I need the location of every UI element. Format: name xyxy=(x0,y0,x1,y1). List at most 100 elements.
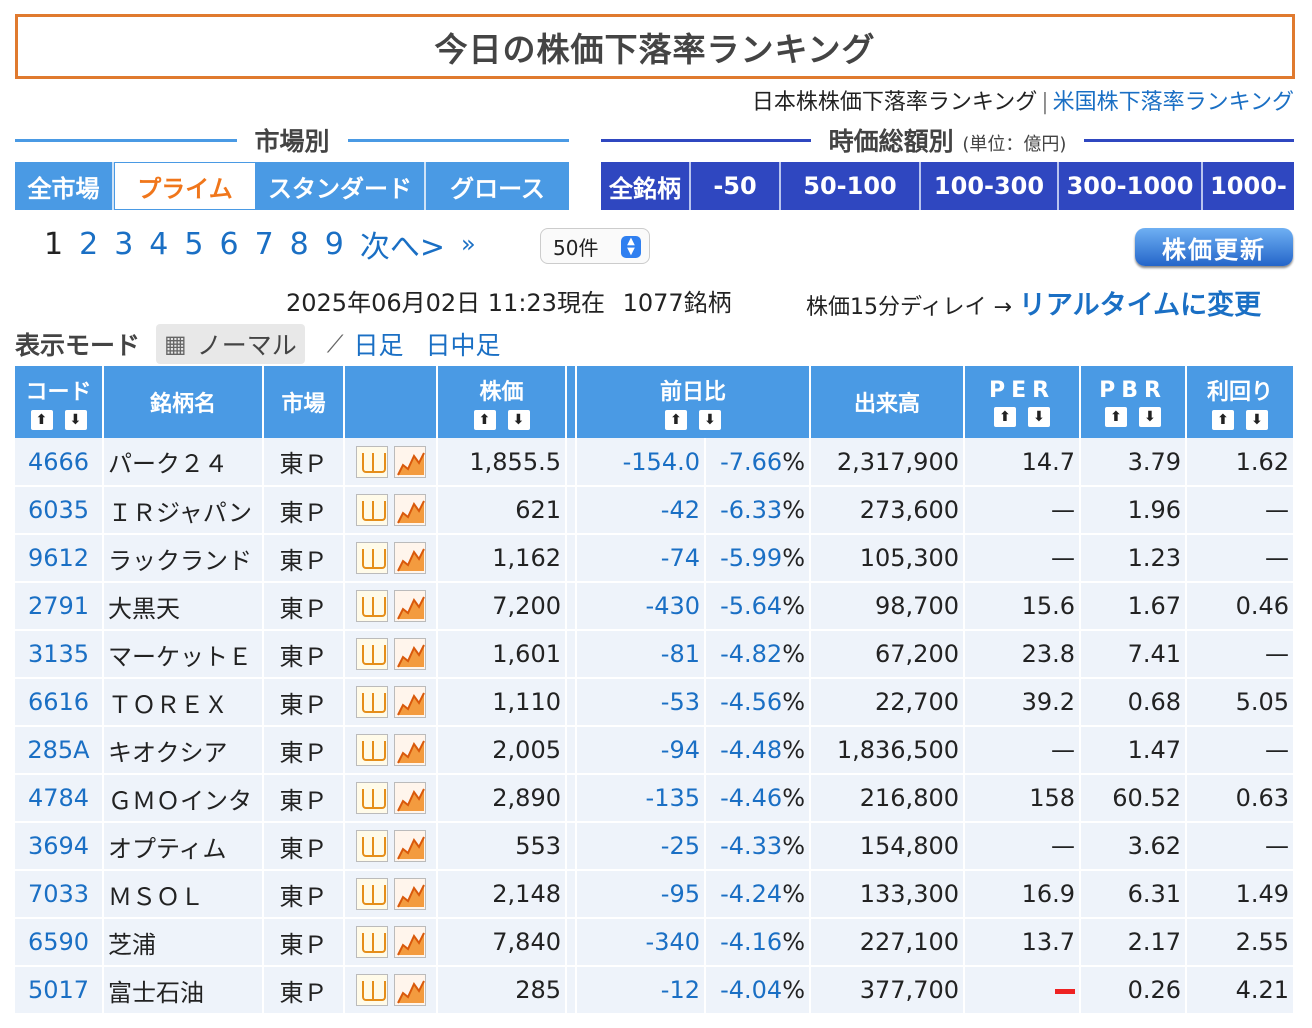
sort-up-icon[interactable]: ⬆ xyxy=(1212,410,1234,430)
stock-code[interactable]: 3135 xyxy=(15,630,104,679)
price-change-pct: -4.46% xyxy=(705,774,811,823)
tab-cap-all[interactable]: 全銘柄 xyxy=(601,162,691,210)
chart-icon[interactable] xyxy=(393,830,426,862)
tab-growth[interactable]: グロース xyxy=(450,174,545,203)
chart-icon[interactable] xyxy=(393,974,426,1006)
book-icon[interactable] xyxy=(355,734,388,766)
cap-section-label: 時価総額別 (単位：億円) xyxy=(811,122,1085,158)
table-row: 7033 ＭＳＯＬ 東Ｐ 2,148 -95 -4.24% 133,300 16.9 6.31 1… xyxy=(15,870,1295,919)
stock-code[interactable]: 3694 xyxy=(15,822,104,871)
pbr-value: 3.79 xyxy=(1080,438,1187,487)
chart-icon[interactable] xyxy=(393,638,426,670)
stock-code[interactable]: 4784 xyxy=(15,774,104,823)
us-ranking-link[interactable]: 米国株下落率ランキング xyxy=(1052,90,1294,115)
chart-icon[interactable] xyxy=(393,926,426,958)
table-row: 2791 大黒天 東Ｐ 7,200 -430 -5.64% 98,700 15.6 1.67 0.… xyxy=(15,582,1295,631)
book-icon[interactable] xyxy=(355,974,388,1006)
book-icon[interactable] xyxy=(355,494,388,526)
sort-down-icon[interactable]: ⬇ xyxy=(1028,406,1050,427)
stock-name[interactable]: キオクシア xyxy=(103,726,264,775)
tab-standard[interactable]: スタンダード xyxy=(256,162,426,210)
sort-down-icon[interactable]: ⬇ xyxy=(1139,406,1161,427)
page-2[interactable]: 2 xyxy=(79,226,99,262)
page-7[interactable]: 7 xyxy=(254,226,274,262)
chart-icon[interactable] xyxy=(393,542,426,574)
stock-code[interactable]: 6590 xyxy=(15,918,104,967)
per-text: 13.7 xyxy=(1021,928,1075,956)
book-icon[interactable] xyxy=(355,878,388,910)
per-text: 39.2 xyxy=(1021,688,1075,716)
stock-name[interactable]: ＧＭＯインタ xyxy=(103,774,264,823)
book-icon[interactable] xyxy=(355,782,388,814)
per-value xyxy=(964,966,1081,1015)
stock-name[interactable]: ＩＲジャパン xyxy=(103,486,264,535)
stock-name[interactable]: マーケットＥ xyxy=(103,630,264,679)
stock-code[interactable]: 7033 xyxy=(15,870,104,919)
chart-icon[interactable] xyxy=(393,734,426,766)
page-9[interactable]: 9 xyxy=(324,226,344,262)
mode-daily[interactable]: ⟋ 日足 xyxy=(327,326,404,362)
tab-cap-300-1000[interactable]: 300-1000 xyxy=(1059,162,1203,210)
chart-icon[interactable] xyxy=(393,590,426,622)
page-8[interactable]: 8 xyxy=(289,226,309,262)
book-icon[interactable] xyxy=(355,590,388,622)
refresh-price-button[interactable]: 株価更新 xyxy=(1135,228,1293,266)
sort-down-icon[interactable]: ⬇ xyxy=(64,410,87,430)
sort-down-icon[interactable]: ⬇ xyxy=(699,410,721,430)
chart-icon[interactable] xyxy=(393,782,426,814)
sort-up-icon[interactable]: ⬆ xyxy=(1105,406,1127,427)
stock-code[interactable]: 6035 xyxy=(15,486,104,535)
book-icon[interactable] xyxy=(355,686,388,718)
stock-name[interactable]: 富士石油 xyxy=(103,966,264,1015)
stock-code[interactable]: 9612 xyxy=(15,534,104,583)
next-page-link[interactable]: 次へ> xyxy=(359,230,445,265)
sort-down-icon[interactable]: ⬇ xyxy=(507,410,530,430)
book-icon[interactable] xyxy=(355,445,388,478)
stock-name[interactable]: オプティム xyxy=(103,822,264,871)
page-3[interactable]: 3 xyxy=(114,226,134,262)
sort-up-icon[interactable]: ⬆ xyxy=(473,410,496,430)
stock-code[interactable]: 285A xyxy=(15,726,104,775)
page-6[interactable]: 6 xyxy=(219,226,239,262)
book-icon[interactable] xyxy=(355,638,388,670)
stock-name[interactable]: ＴＯＲＥＸ xyxy=(103,678,264,727)
tab-all-market[interactable]: 全市場 xyxy=(15,162,114,210)
book-icon[interactable] xyxy=(355,926,388,958)
chart-icon[interactable] xyxy=(393,878,426,910)
chart-icon[interactable] xyxy=(393,686,426,718)
per-page-select[interactable]: 50件 ▲ ▼ xyxy=(540,228,650,264)
realtime-link[interactable]: リアルタイムに変更 xyxy=(1018,290,1262,321)
stock-market: 東Ｐ xyxy=(263,726,345,775)
page-5[interactable]: 5 xyxy=(184,226,204,262)
chart-icon[interactable] xyxy=(393,494,426,526)
sort-up-icon[interactable]: ⬆ xyxy=(994,406,1016,427)
last-page-link[interactable]: » xyxy=(460,230,476,258)
sort-up-icon[interactable]: ⬆ xyxy=(30,410,53,430)
sort-down-icon[interactable]: ⬇ xyxy=(1246,410,1268,430)
mode-intraday[interactable]: 日中足 xyxy=(426,326,501,362)
stock-code[interactable]: 5017 xyxy=(15,966,104,1015)
stock-code[interactable]: 6616 xyxy=(15,678,104,727)
book-icon[interactable] xyxy=(355,542,388,574)
stock-name[interactable]: パーク２４ xyxy=(103,438,264,487)
stock-code[interactable]: 4666 xyxy=(15,438,104,487)
tab-prime[interactable]: プライム xyxy=(114,162,256,210)
stock-name[interactable]: 芝浦 xyxy=(103,918,264,967)
pct-value: -4.46 xyxy=(720,784,783,812)
stock-name[interactable]: ＭＳＯＬ xyxy=(103,870,264,919)
tab-cap-under-50[interactable]: -50 xyxy=(691,162,781,210)
stock-code[interactable]: 2791 xyxy=(15,582,104,631)
stock-name[interactable]: ラックランド xyxy=(103,534,264,583)
tab-cap-over-1000[interactable]: 1000- xyxy=(1210,172,1287,200)
sort-up-icon[interactable]: ⬆ xyxy=(665,410,687,430)
header-spacer xyxy=(566,366,577,438)
page-4[interactable]: 4 xyxy=(149,226,169,262)
stock-name[interactable]: 大黒天 xyxy=(103,582,264,631)
tab-cap-50-100[interactable]: 50-100 xyxy=(781,162,921,210)
book-icon[interactable] xyxy=(355,830,388,862)
table-row: 4666 パーク２４ 東Ｐ 1,855.5 -154.0 -7.66% 2,317,900 1… xyxy=(15,438,1295,487)
mode-normal[interactable]: ▦ ノーマル xyxy=(156,324,305,364)
tab-cap-100-300[interactable]: 100-300 xyxy=(921,162,1059,210)
pct-sign: % xyxy=(782,880,805,908)
chart-icon[interactable] xyxy=(393,445,426,478)
